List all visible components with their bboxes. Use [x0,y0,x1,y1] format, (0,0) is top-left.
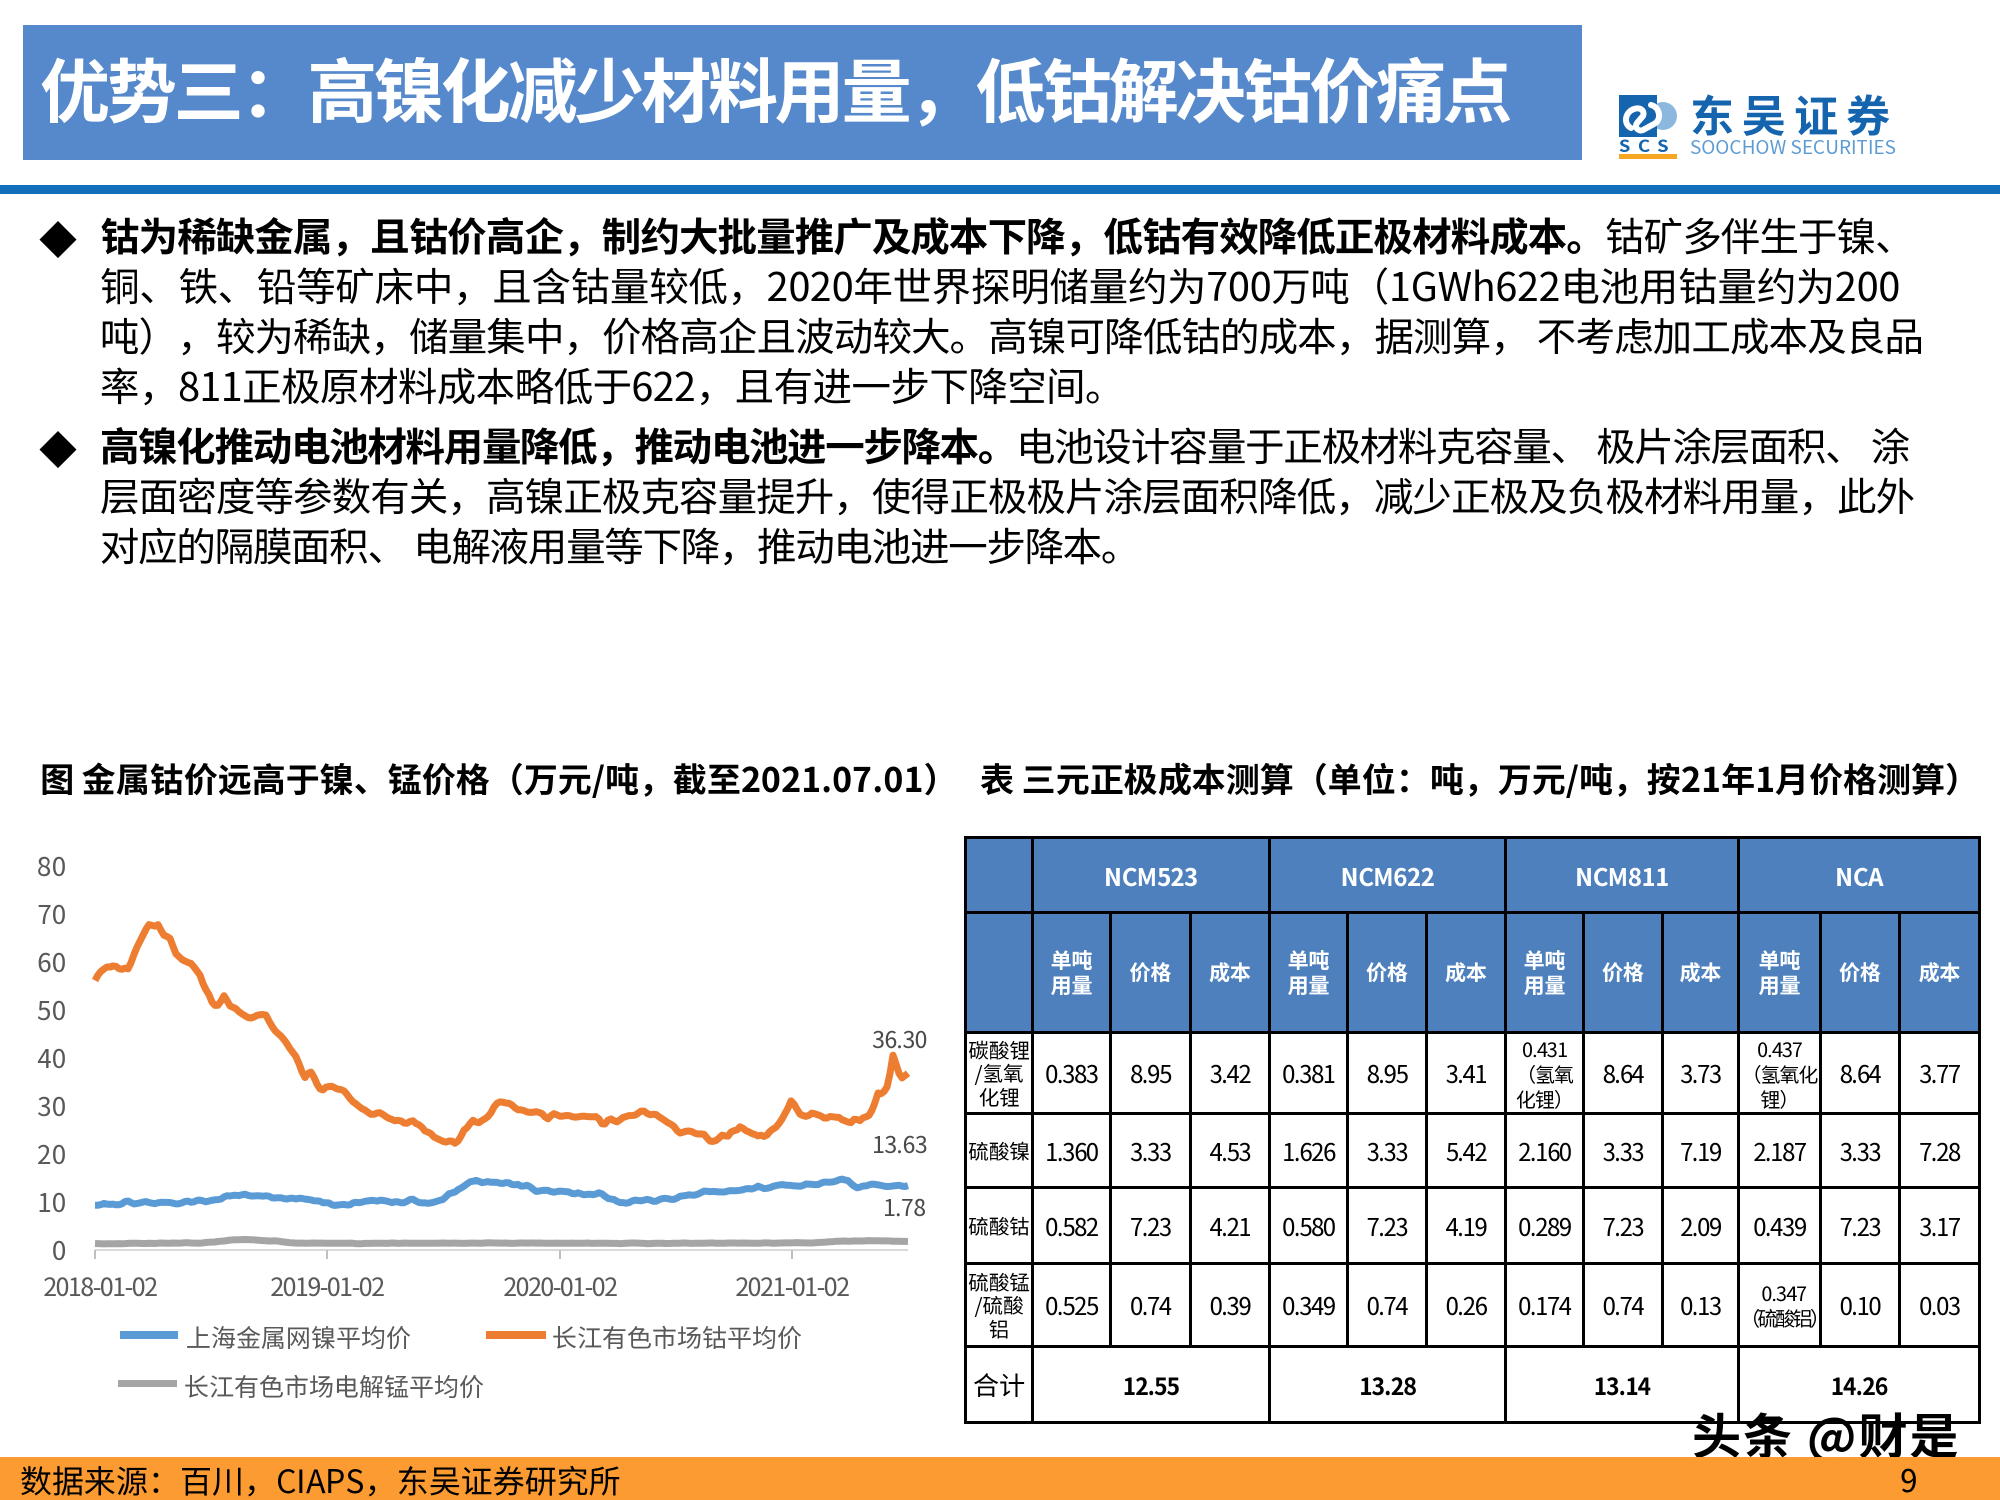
svg-text:SCS: SCS [1619,133,1676,157]
